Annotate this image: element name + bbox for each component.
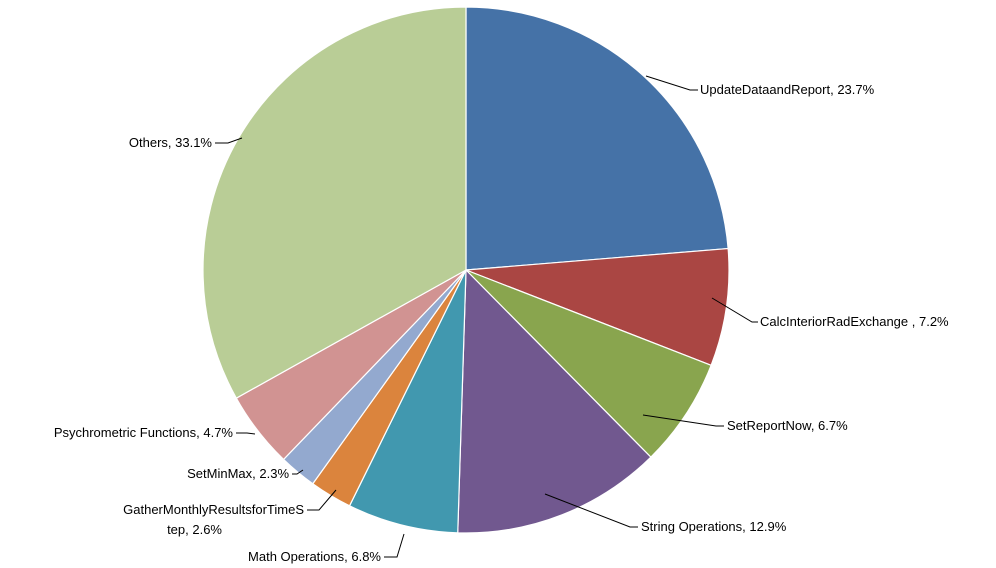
data-label-gathermonthlyresultsfortimestep-line2: tep, 2.6% [167, 522, 222, 537]
slice-math-operations [348, 269, 467, 534]
leader-line-string-operations [544, 493, 638, 528]
slice-updatedataandreport [465, 6, 729, 271]
slice-string-operations [457, 268, 652, 534]
slice-calcinteriorradexchange [465, 247, 730, 367]
slice-setreportnow [465, 269, 712, 458]
leader-line-psychrometric-functions [236, 432, 256, 435]
leader-line-setreportnow [642, 414, 724, 427]
leader-line-gathermonthlyresultsfortimestep [307, 489, 337, 511]
data-label-setreportnow: SetReportNow, 6.7% [727, 418, 848, 433]
pie-slices [202, 6, 730, 534]
data-label-updatedataandreport: UpdateDataandReport, 23.7% [700, 82, 875, 97]
data-label-others: Others, 33.1% [129, 135, 213, 150]
data-label-gathermonthlyresultsfortimestep: GatherMonthlyResultsforTimeS [123, 502, 304, 517]
data-labels: UpdateDataandReport, 23.7% CalcInteriorRa… [54, 82, 949, 564]
data-label-math-operations: Math Operations, 6.8% [248, 549, 381, 564]
leader-line-calcinteriorradexchange [711, 297, 758, 323]
leader-line-others [215, 137, 243, 144]
data-label-calcinteriorradexchange: CalcInteriorRadExchange , 7.2% [760, 314, 949, 329]
leader-line-math-operations [384, 533, 405, 558]
data-label-setminmax: SetMinMax, 2.3% [187, 466, 289, 481]
leader-line-setminmax [292, 469, 304, 475]
slice-others [202, 6, 467, 399]
leader-lines [215, 75, 758, 558]
data-label-psychrometric-functions: Psychrometric Functions, 4.7% [54, 425, 234, 440]
leader-line-updatedataandreport [645, 75, 698, 91]
data-label-string-operations: String Operations, 12.9% [641, 519, 787, 534]
